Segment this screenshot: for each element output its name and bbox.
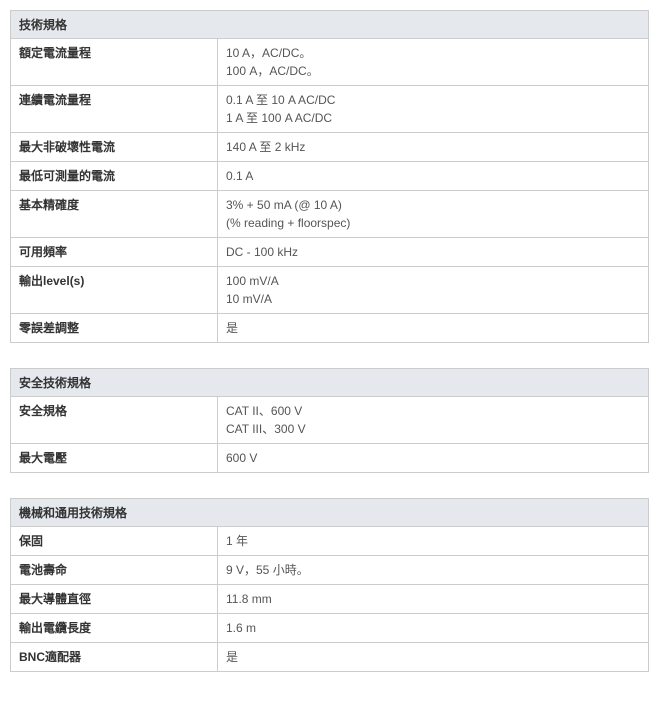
table-row: 輸出level(s)100 mV/A10 mV/A	[11, 267, 649, 314]
table-row: 最大非破壞性電流140 A 至 2 kHz	[11, 133, 649, 162]
spec-label: BNC適配器	[11, 643, 218, 672]
spec-label: 最大導體直徑	[11, 585, 218, 614]
spec-table: 技術規格額定電流量程10 A，AC/DC。100 A，AC/DC。連續電流量程0…	[10, 10, 649, 343]
table-row: 連續電流量程0.1 A 至 10 A AC/DC1 A 至 100 A AC/D…	[11, 86, 649, 133]
tables-container: 技術規格額定電流量程10 A，AC/DC。100 A，AC/DC。連續電流量程0…	[10, 10, 649, 672]
spec-table: 安全技術規格安全規格CAT II、600 VCAT III、300 V最大電壓6…	[10, 368, 649, 473]
table-row: 最低可測量的電流0.1 A	[11, 162, 649, 191]
spec-value: 140 A 至 2 kHz	[218, 133, 649, 162]
spec-value: CAT II、600 VCAT III、300 V	[218, 397, 649, 444]
table-row: 額定電流量程10 A，AC/DC。100 A，AC/DC。	[11, 39, 649, 86]
section-header: 機械和通用技術規格	[11, 499, 649, 527]
spec-label: 額定電流量程	[11, 39, 218, 86]
spec-label: 電池壽命	[11, 556, 218, 585]
spec-label: 可用頻率	[11, 238, 218, 267]
spec-label: 連續電流量程	[11, 86, 218, 133]
section-header: 技術規格	[11, 11, 649, 39]
table-row: 電池壽命9 V，55 小時。	[11, 556, 649, 585]
table-row: 保固1 年	[11, 527, 649, 556]
spec-value: 3% + 50 mA (@ 10 A)(% reading + floorspe…	[218, 191, 649, 238]
spec-value: 1 年	[218, 527, 649, 556]
spec-value: DC - 100 kHz	[218, 238, 649, 267]
table-row: 安全規格CAT II、600 VCAT III、300 V	[11, 397, 649, 444]
spec-value: 0.1 A	[218, 162, 649, 191]
spec-table: 機械和通用技術規格保固1 年電池壽命9 V，55 小時。最大導體直徑11.8 m…	[10, 498, 649, 672]
spec-value: 是	[218, 314, 649, 343]
table-row: 最大電壓600 V	[11, 444, 649, 473]
table-row: BNC適配器是	[11, 643, 649, 672]
spec-value: 10 A，AC/DC。100 A，AC/DC。	[218, 39, 649, 86]
spec-label: 基本精確度	[11, 191, 218, 238]
spec-value: 9 V，55 小時。	[218, 556, 649, 585]
table-row: 最大導體直徑11.8 mm	[11, 585, 649, 614]
spec-value: 0.1 A 至 10 A AC/DC1 A 至 100 A AC/DC	[218, 86, 649, 133]
spec-value: 600 V	[218, 444, 649, 473]
spec-value: 100 mV/A10 mV/A	[218, 267, 649, 314]
spec-label: 最大非破壞性電流	[11, 133, 218, 162]
spec-label: 最大電壓	[11, 444, 218, 473]
table-row: 零誤差調整是	[11, 314, 649, 343]
spec-label: 零誤差調整	[11, 314, 218, 343]
table-row: 輸出電纜長度1.6 m	[11, 614, 649, 643]
spec-label: 輸出level(s)	[11, 267, 218, 314]
table-row: 基本精確度3% + 50 mA (@ 10 A)(% reading + flo…	[11, 191, 649, 238]
spec-label: 保固	[11, 527, 218, 556]
spec-value: 11.8 mm	[218, 585, 649, 614]
spec-value: 1.6 m	[218, 614, 649, 643]
spec-label: 輸出電纜長度	[11, 614, 218, 643]
spec-value: 是	[218, 643, 649, 672]
table-row: 可用頻率DC - 100 kHz	[11, 238, 649, 267]
section-header: 安全技術規格	[11, 369, 649, 397]
spec-label: 安全規格	[11, 397, 218, 444]
spec-label: 最低可測量的電流	[11, 162, 218, 191]
